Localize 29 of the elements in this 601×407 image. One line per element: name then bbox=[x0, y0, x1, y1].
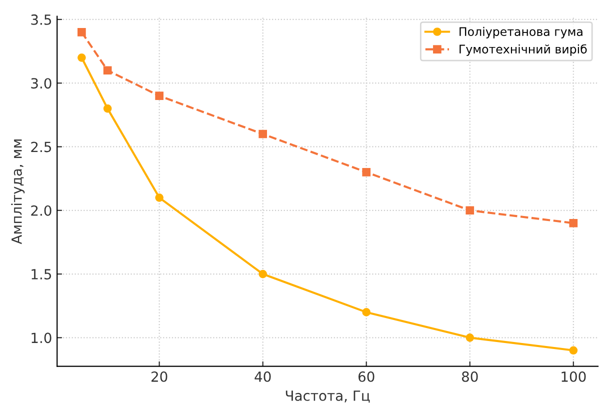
point bbox=[258, 270, 268, 278]
x-tick-label: 20 bbox=[152, 371, 168, 382]
point bbox=[569, 346, 578, 355]
y-tick-label: 1.0 bbox=[32, 332, 52, 344]
point bbox=[78, 28, 86, 36]
y-tick-label: 2.0 bbox=[31, 205, 52, 216]
point bbox=[155, 193, 164, 202]
x-tick-label: 60 bbox=[358, 371, 374, 382]
x-axis-title: Частота, Гц bbox=[286, 390, 370, 403]
point bbox=[258, 130, 268, 138]
point bbox=[103, 104, 112, 113]
y-axis-title: Амплітуда, мм bbox=[11, 140, 25, 244]
point bbox=[569, 218, 578, 228]
y-tick-label: 3.5 bbox=[31, 14, 52, 25]
legend-label: Гумотехнічний виріб bbox=[460, 44, 587, 56]
legend-label: Поліуретанова гума bbox=[460, 26, 582, 38]
x-tick-label: 40 bbox=[254, 371, 271, 382]
point bbox=[78, 53, 86, 62]
point bbox=[362, 168, 371, 176]
point bbox=[466, 206, 474, 215]
y-tick-label: 1.5 bbox=[32, 269, 52, 280]
x-tick-label: 80 bbox=[462, 371, 478, 382]
point bbox=[103, 66, 112, 75]
point bbox=[466, 333, 474, 342]
point bbox=[155, 92, 164, 100]
y-tick-label: 2.5 bbox=[31, 142, 52, 152]
y-tick-label: 3.0 bbox=[31, 78, 52, 89]
point bbox=[362, 308, 371, 316]
x-tick-label: 100 bbox=[562, 371, 586, 382]
